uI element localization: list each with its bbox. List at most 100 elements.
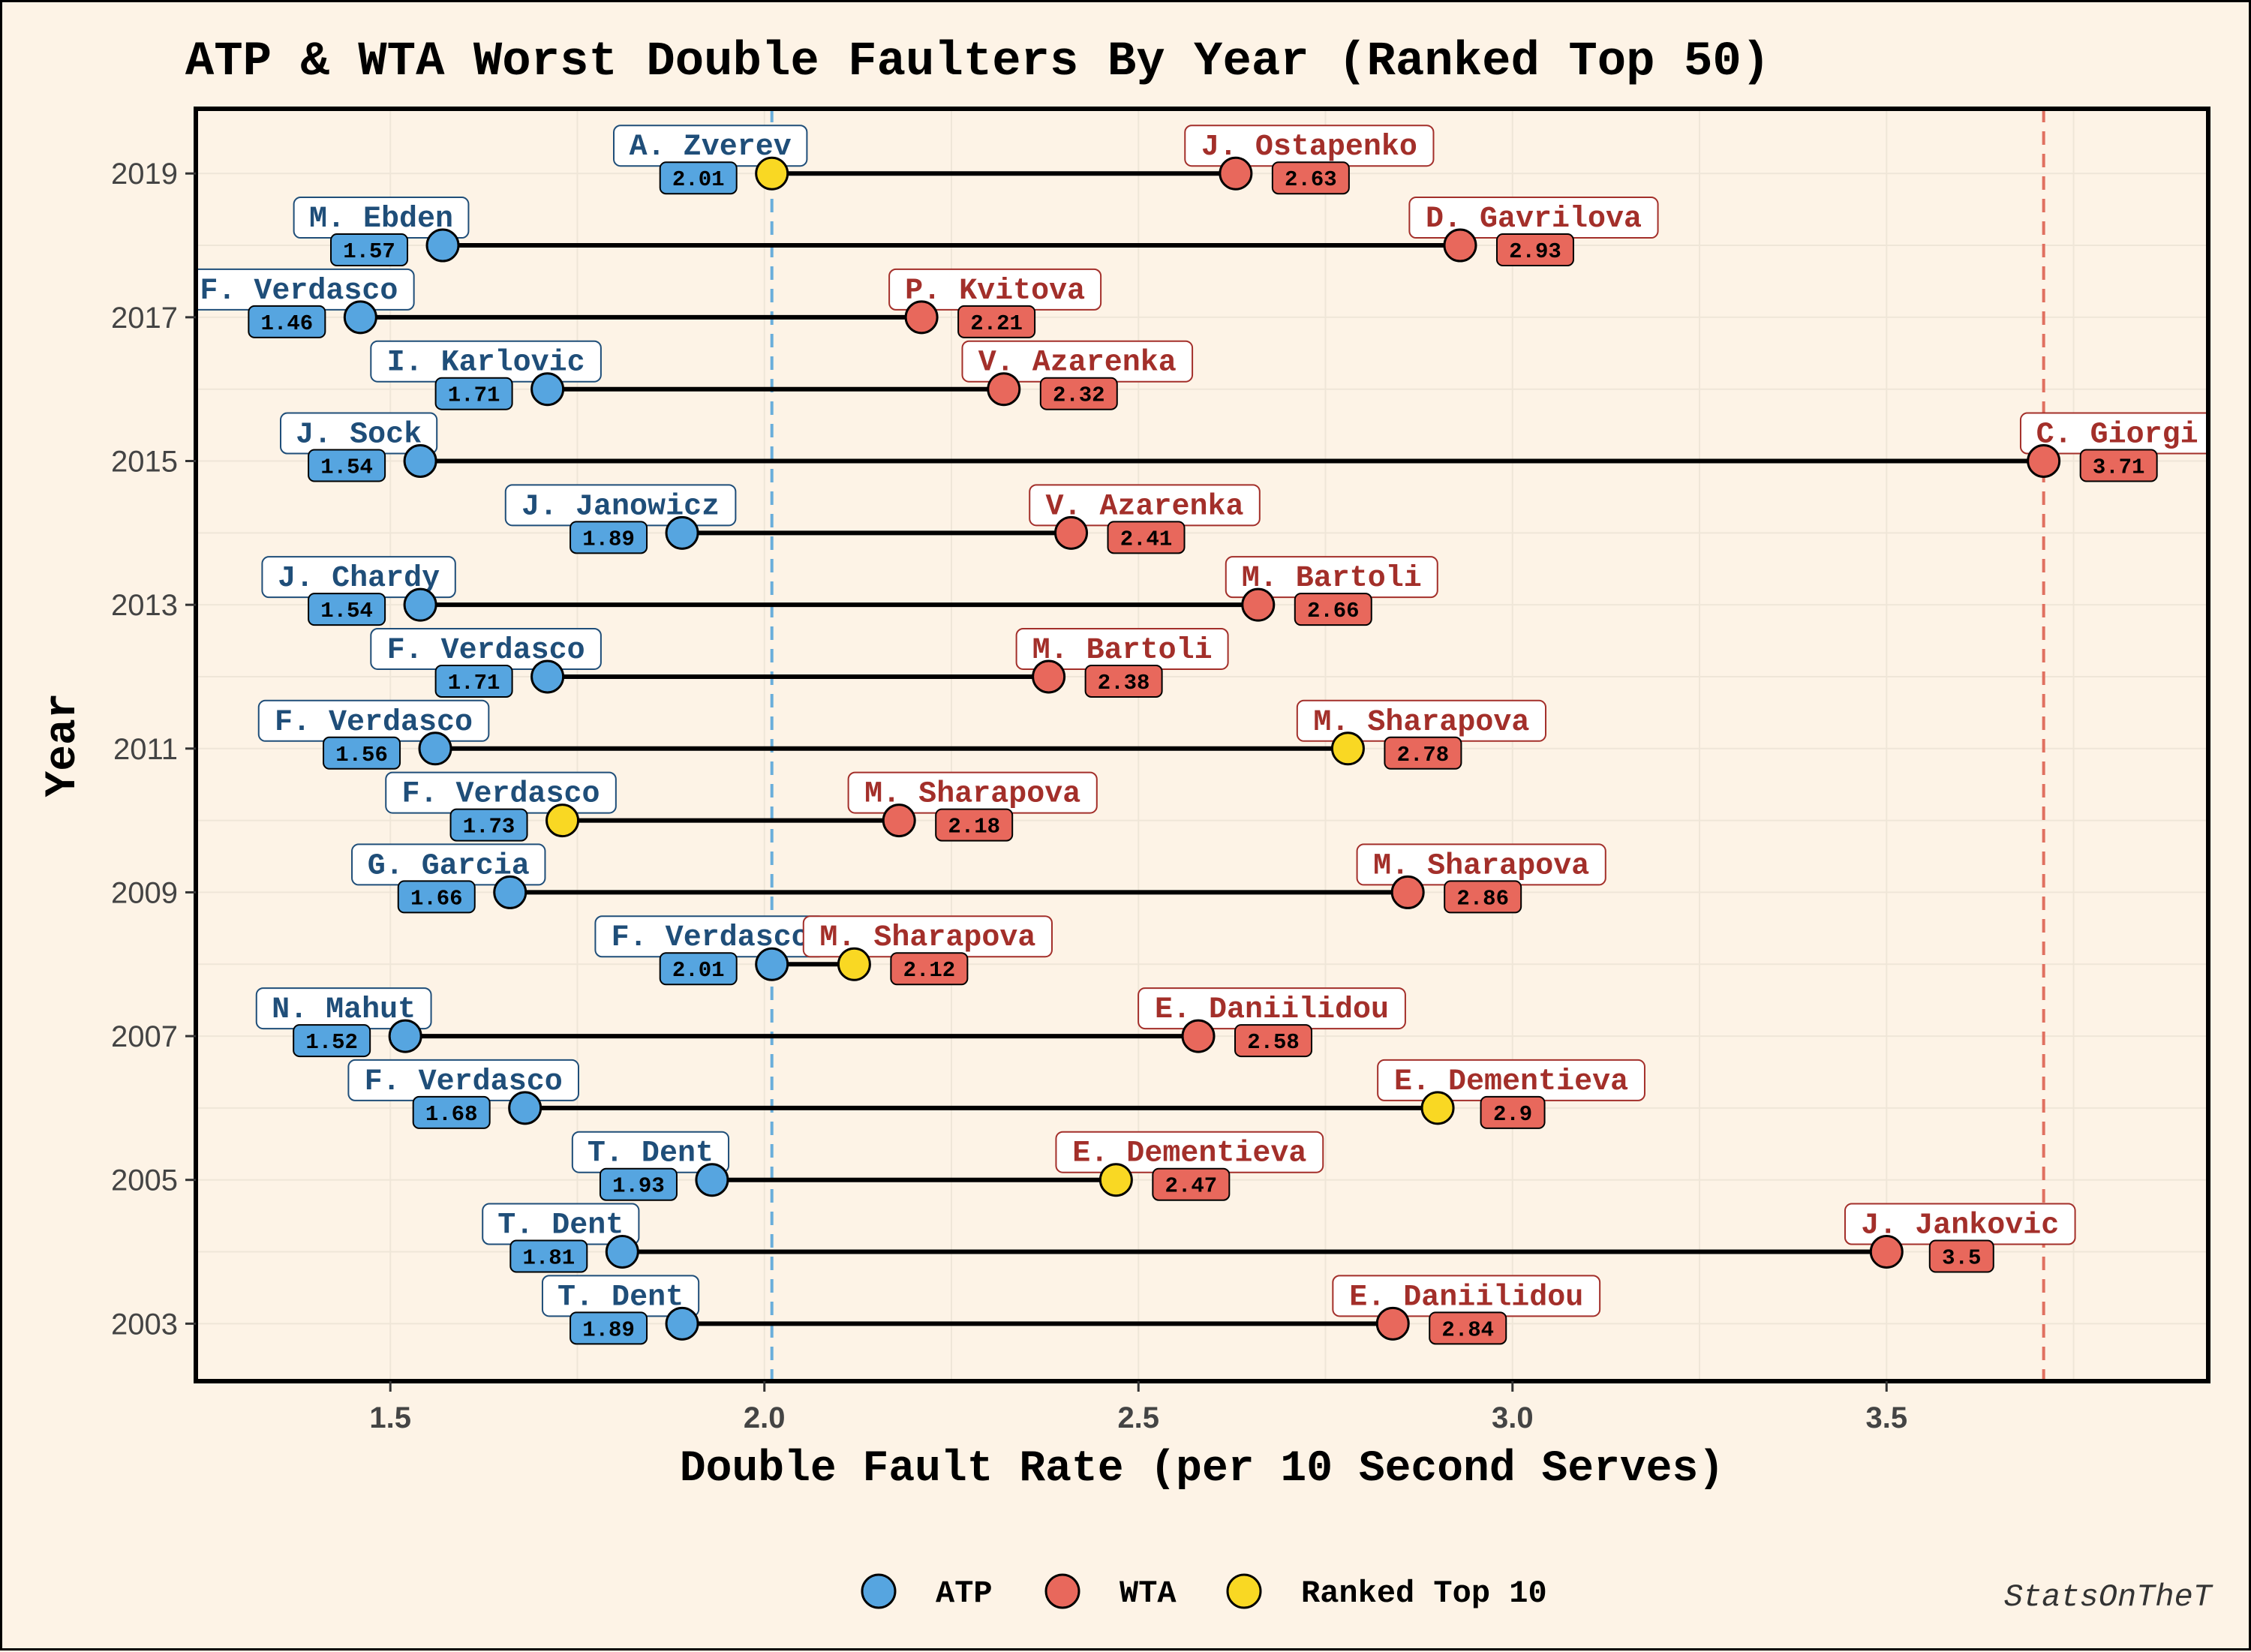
value-label: 2.21 xyxy=(957,305,1036,338)
wta-point xyxy=(1375,1306,1410,1341)
y-tick-label: 2015 xyxy=(111,446,178,479)
atp-point xyxy=(418,731,452,766)
value-label-text: 1.81 xyxy=(522,1246,575,1271)
caption: StatsOnTheT xyxy=(2004,1579,2213,1615)
value-label-text: 1.71 xyxy=(448,383,500,408)
x-axis-label: Double Fault Rate (per 10 Second Serves) xyxy=(680,1445,1724,1494)
wta-point xyxy=(2027,444,2061,479)
value-label-box xyxy=(308,593,386,626)
legend-key xyxy=(1044,1573,1080,1609)
wta-point xyxy=(1420,1091,1455,1125)
value-label-text: 2.01 xyxy=(672,167,725,192)
name-label: F. Verdasco xyxy=(257,699,490,742)
value-label-text: 2.84 xyxy=(1441,1317,1494,1342)
value-label: 2.38 xyxy=(1084,664,1163,698)
name-label-text: M. Bartoli xyxy=(1242,562,1422,596)
name-label: F. Verdasco xyxy=(385,771,617,814)
x-axis-ticks: 1.5 2.0 2.5 3.0 3.5 xyxy=(369,1381,1907,1434)
y-tick-label: 2007 xyxy=(111,1020,178,1053)
name-label: M. Sharapova xyxy=(1356,843,1606,886)
atp-point xyxy=(343,300,377,335)
name-label: G. Garcia xyxy=(351,843,546,886)
value-label-box xyxy=(397,880,476,914)
value-label: 1.93 xyxy=(599,1167,678,1201)
name-label: F. Verdasco xyxy=(196,268,415,311)
y-tick-label: 2019 xyxy=(111,158,178,191)
value-label: 1.73 xyxy=(449,808,528,842)
name-label-text: M. Ebden xyxy=(309,203,453,236)
y-tick-label: 2009 xyxy=(111,876,178,909)
x-tick-label: 1.5 xyxy=(369,1401,411,1434)
legend-key xyxy=(861,1573,897,1609)
value-label: 2.32 xyxy=(1039,377,1118,410)
value-label-box xyxy=(659,161,738,195)
y-axis-label: Year xyxy=(39,692,88,797)
plot-border xyxy=(194,107,2210,1383)
value-label-text: 1.89 xyxy=(582,527,635,551)
name-label: E. Daniilidou xyxy=(1138,987,1406,1030)
name-label: V. Azarenka xyxy=(961,340,1194,383)
value-label: 1.57 xyxy=(330,233,409,267)
name-label: J. Chardy xyxy=(261,556,456,599)
chart-title: ATP & WTA Worst Double Faulters By Year … xyxy=(185,35,1770,89)
value-label: 1.56 xyxy=(323,736,401,770)
value-label-box xyxy=(248,305,326,338)
atp-point xyxy=(508,1091,542,1125)
y-tick-label: 2003 xyxy=(111,1308,178,1341)
value-label-box xyxy=(599,1167,678,1201)
name-label-text: N. Mahut xyxy=(272,993,416,1027)
value-label-text: 1.46 xyxy=(261,311,314,336)
name-label: M. Sharapova xyxy=(847,771,1098,814)
value-label-text: 2.01 xyxy=(672,958,725,983)
value-label: 2.01 xyxy=(659,952,738,986)
value-label: 2.86 xyxy=(1444,880,1522,914)
value-label: 2.12 xyxy=(890,952,969,986)
value-label-text: 2.47 xyxy=(1165,1174,1218,1199)
wta-point xyxy=(987,372,1021,407)
wta-point xyxy=(882,803,916,838)
value-label: 2.41 xyxy=(1107,521,1186,554)
value-label-text: 2.38 xyxy=(1098,671,1150,695)
name-label: D. Gavrilova xyxy=(1408,197,1659,239)
value-label-text: 2.18 xyxy=(948,815,1000,840)
value-label-box xyxy=(1107,521,1186,554)
value-label-box xyxy=(434,664,513,698)
wta-point xyxy=(1032,659,1066,694)
x-tick-label: 2.0 xyxy=(744,1401,786,1434)
wta-point xyxy=(1869,1235,1904,1269)
value-label-text: 2.63 xyxy=(1285,167,1337,192)
wta-point xyxy=(1241,587,1276,622)
value-label-text: 2.86 xyxy=(1456,886,1509,911)
wta-point xyxy=(904,300,939,335)
atp-point xyxy=(493,875,527,909)
name-label: T. Dent xyxy=(571,1131,730,1173)
value-label: 2.66 xyxy=(1294,593,1372,626)
name-label-text: T. Dent xyxy=(557,1281,684,1314)
atp-point xyxy=(665,1306,699,1341)
value-label: 2.58 xyxy=(1234,1024,1313,1058)
name-label: M. Bartoli xyxy=(1015,627,1229,670)
value-label: 3.5 xyxy=(1928,1239,1994,1273)
atp-point xyxy=(425,228,460,263)
value-label-text: 3.71 xyxy=(2093,455,2145,480)
value-label-text: 2.66 xyxy=(1307,599,1360,623)
name-label-text: P. Kvitova xyxy=(905,275,1085,308)
wta-point xyxy=(837,947,871,981)
value-label-text: 1.73 xyxy=(463,815,515,840)
atp-point xyxy=(665,515,699,550)
name-label-text: C. Giorgi xyxy=(2036,419,2198,452)
value-label-text: 1.57 xyxy=(343,239,395,264)
value-label-text: 1.54 xyxy=(320,455,373,480)
name-label: E. Dementieva xyxy=(1377,1059,1645,1101)
value-label-text: 2.41 xyxy=(1120,527,1173,551)
value-label: 1.89 xyxy=(570,1311,648,1345)
name-label: E. Daniilidou xyxy=(1332,1275,1601,1317)
value-label-box xyxy=(1039,377,1118,410)
value-label-box xyxy=(1928,1239,1994,1273)
value-label-box xyxy=(1495,233,1574,267)
value-label-text: 2.32 xyxy=(1053,383,1105,408)
value-label-box xyxy=(449,808,528,842)
value-label: 3.71 xyxy=(2079,449,2158,482)
